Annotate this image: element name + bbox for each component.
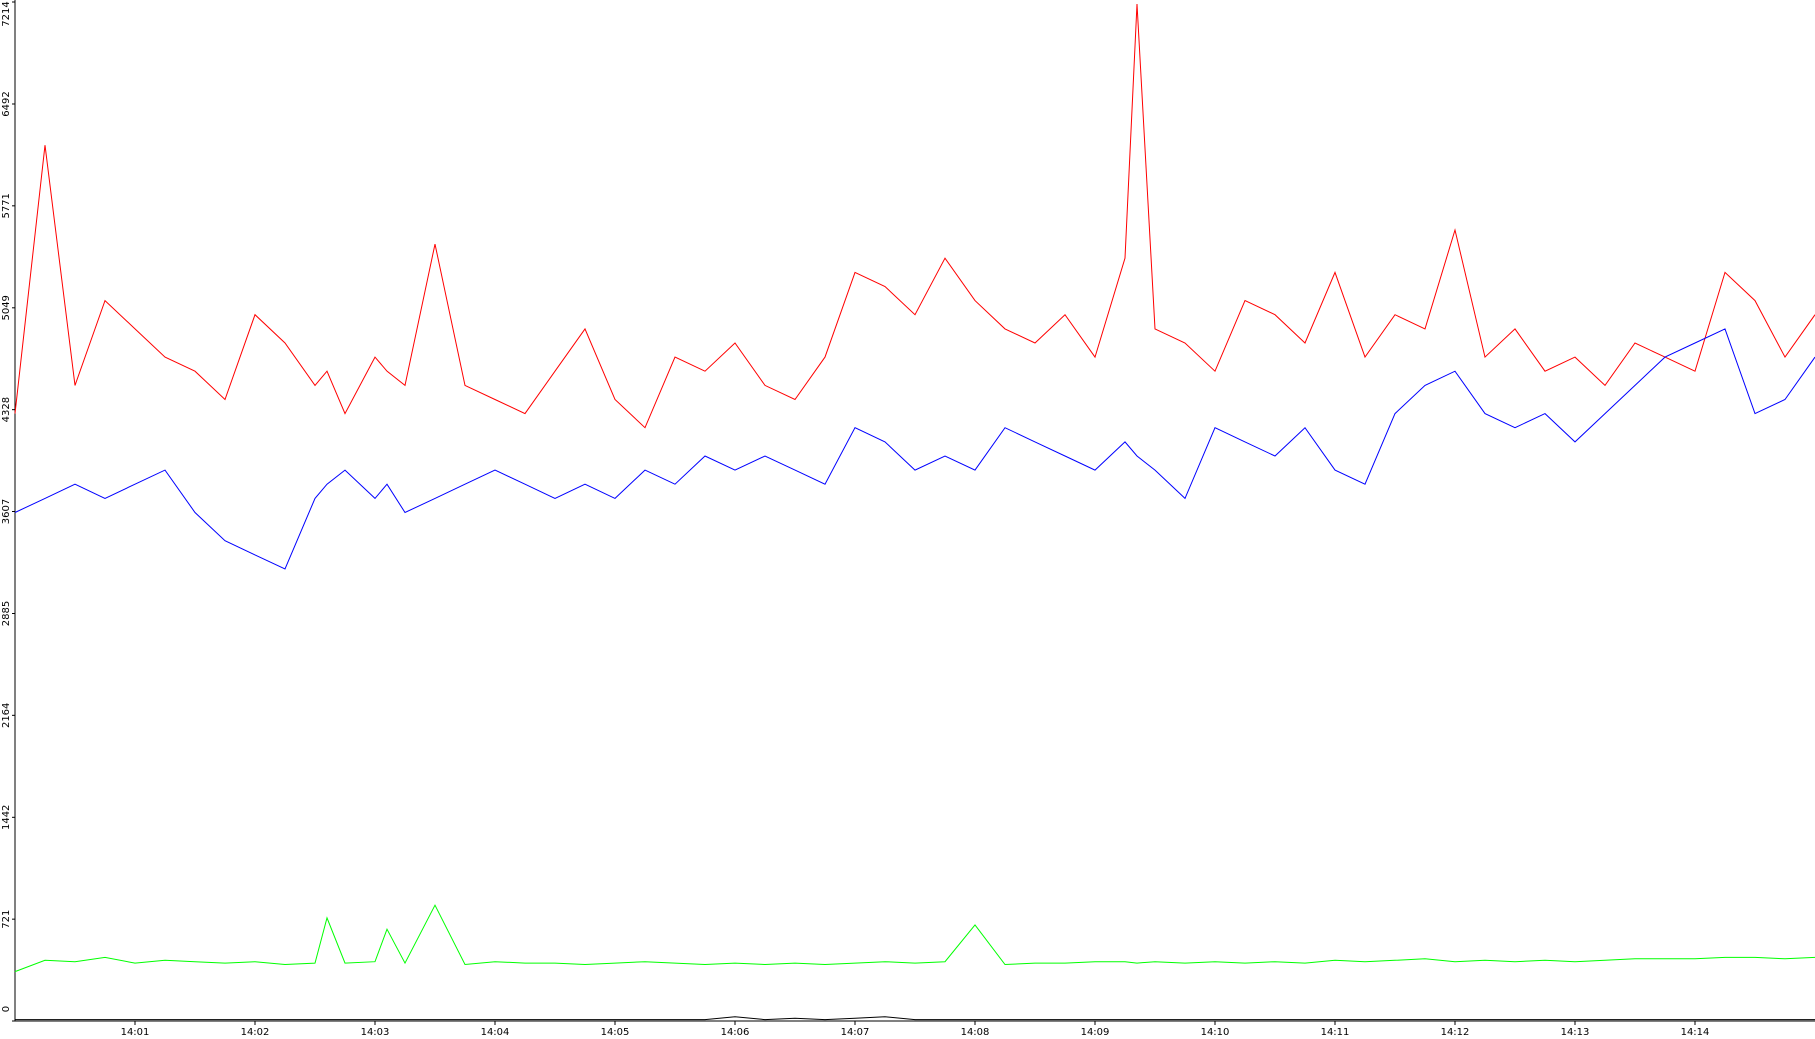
x-tick-label: 14:09 xyxy=(1081,1027,1110,1038)
x-tick-label: 14:14 xyxy=(1681,1027,1710,1038)
y-tick-label: 2885 xyxy=(1,601,12,626)
y-tick-label: 4328 xyxy=(1,397,12,422)
x-tick-label: 14:08 xyxy=(961,1027,990,1038)
x-tick-label: 14:11 xyxy=(1321,1027,1350,1038)
y-tick-label: 6492 xyxy=(1,91,12,116)
y-tick-label: 1442 xyxy=(1,805,12,830)
y-tick-label: 2164 xyxy=(1,703,12,728)
y-tick-label: 721 xyxy=(1,910,12,929)
series-line xyxy=(14,904,1815,973)
series-line xyxy=(14,3,1815,429)
y-tick-label: 7214 xyxy=(1,1,12,26)
x-tick-label: 14:13 xyxy=(1561,1027,1590,1038)
x-tick-label: 14:05 xyxy=(601,1027,630,1038)
y-tick-label: 5771 xyxy=(1,193,12,218)
x-tick-label: 14:10 xyxy=(1201,1027,1230,1038)
x-tick-label: 14:06 xyxy=(721,1027,750,1038)
y-tick-label: 5049 xyxy=(1,295,12,320)
x-tick-label: 14:03 xyxy=(361,1027,390,1038)
x-tick-label: 14:01 xyxy=(121,1027,150,1038)
x-tick-label: 14:02 xyxy=(241,1027,270,1038)
x-tick-label: 14:07 xyxy=(841,1027,870,1038)
x-tick-label: 14:04 xyxy=(481,1027,510,1038)
series-line xyxy=(15,1016,1815,1021)
y-tick-label: 3607 xyxy=(1,499,12,524)
x-tick-label: 14:12 xyxy=(1441,1027,1470,1038)
y-tick-label: 0 xyxy=(1,1006,12,1012)
series-line xyxy=(14,328,1815,570)
